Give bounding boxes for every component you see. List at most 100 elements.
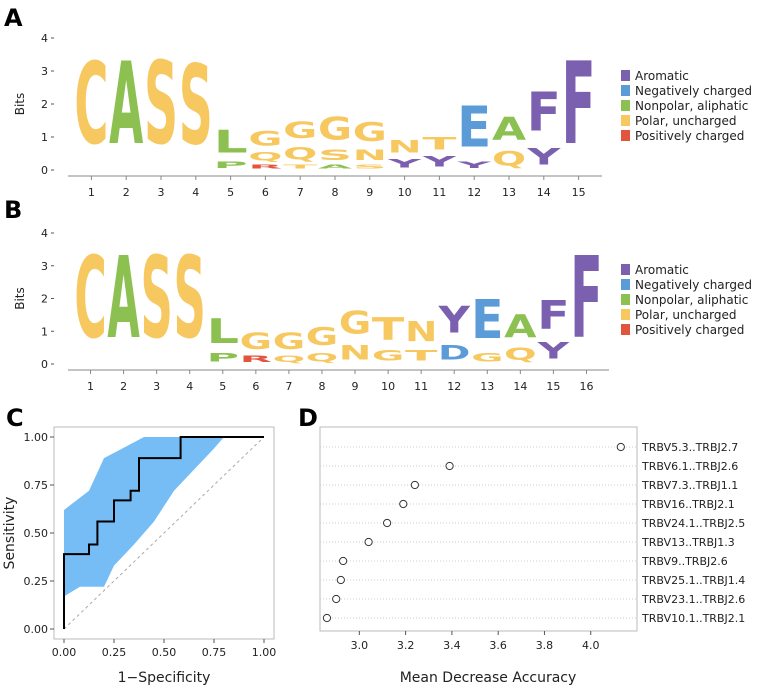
logo-b-legend-label: Positively charged: [635, 323, 744, 337]
logo-a-legend-swatch: [621, 130, 630, 141]
logo-b-xtick: 7: [285, 380, 292, 393]
logo-a-letter: S: [353, 163, 387, 170]
logo-a-ytick: 1: [41, 131, 48, 144]
logo-b-legend-swatch: [621, 294, 630, 305]
importance-point: [399, 499, 408, 509]
logo-b-letter: G: [339, 306, 371, 342]
logo-b-xtick: 13: [480, 380, 494, 393]
roc-xtick: 0.75: [202, 646, 227, 659]
logo-b-xtick: 8: [318, 380, 325, 393]
logo-a-letter: T: [422, 134, 457, 154]
logo-a-legend-label: Nonpolar, aliphatic: [635, 99, 748, 113]
roc-xtick: 0.50: [152, 646, 177, 659]
roc-ytick: 0.00: [24, 623, 49, 636]
logo-a-xtick: 13: [502, 186, 516, 199]
logo-a-letter: Y: [387, 157, 423, 170]
logo-a-letter: A: [318, 164, 353, 170]
importance-point: [339, 556, 348, 566]
panel-letter-d: D: [298, 404, 318, 432]
logo-b-ytick: 3: [41, 260, 48, 273]
logo-a-letter: C: [74, 40, 108, 171]
importance-label: TRBV25.1..TRBJ1.4: [641, 574, 745, 587]
importance-xtick: 3.2: [397, 639, 415, 652]
logo-b-xtick: 14: [513, 380, 527, 393]
importance-point: [410, 480, 419, 490]
logo-b-letter: Y: [437, 300, 471, 342]
importance-frame: [319, 426, 638, 632]
logo-a-letter: G: [353, 118, 387, 147]
logo-a-ytick: 2: [41, 98, 48, 111]
logo-a-xtick: 6: [262, 186, 269, 199]
logo-b-letter: T: [372, 313, 405, 348]
logo-a-legend-swatch: [621, 85, 630, 96]
importance-xtick: 3.4: [443, 639, 461, 652]
importance-label: TRBV5.3..TRBJ2.7: [641, 441, 738, 454]
logo-a-letter: G: [318, 111, 352, 147]
importance-label: TRBV23.1..TRBJ2.6: [641, 593, 745, 606]
importance-label: TRBV10.1..TRBJ2.1: [641, 612, 745, 625]
logo-a-letter: R: [248, 164, 282, 170]
roc-chart: 0.00 0.25 0.50 0.75 1.00 0.00 0.25 0.50 0.75 1.00…: [2, 426, 277, 686]
logo-a-legend-label: Aromatic: [635, 69, 689, 83]
logo-a-ytick: 3: [41, 65, 48, 78]
logo-b-legend-label: Polar, uncharged: [635, 308, 737, 322]
logo-b-letter: Q: [306, 351, 338, 364]
logo-b-letter: S: [140, 235, 172, 365]
logo-a-xtick: 9: [366, 186, 373, 199]
logo-b-xtick: 6: [252, 380, 259, 393]
logo-b-legend-label: Nonpolar, aliphatic: [635, 293, 748, 307]
logo-b-letter: A: [504, 308, 537, 344]
roc-xtick: 1.00: [252, 646, 277, 659]
logo-a-letter: Y: [422, 154, 457, 170]
roc-xtick: 0.00: [52, 646, 77, 659]
logo-a-legend-label: Negatively charged: [635, 84, 752, 98]
logo-b-letter: F: [537, 293, 569, 338]
logo-a-letter: A: [109, 40, 143, 170]
logo-a-xtick: 15: [572, 186, 586, 199]
roc-ytick: 1.00: [24, 431, 49, 444]
roc-ytick: 0.25: [24, 575, 49, 588]
logo-a-letter: Q: [248, 150, 282, 163]
logo-b-letter: G: [240, 328, 272, 355]
roc-ytick: 0.75: [24, 479, 49, 492]
importance-point: [364, 537, 373, 547]
logo-b-xtick: 15: [546, 380, 560, 393]
logo-a-letter: E: [457, 95, 491, 161]
logo-a-xtick: 7: [297, 186, 304, 199]
logo-b-ytick: 2: [41, 293, 48, 306]
logo-b-letter: G: [273, 328, 305, 355]
logo-a-xtick: 5: [227, 186, 234, 199]
panel-letter-c: C: [6, 404, 24, 432]
logo-b-xtick: 12: [447, 380, 461, 393]
logo-b-xtick: 4: [186, 380, 193, 393]
logo-b-ytick: 1: [41, 325, 48, 338]
logo-b-letter: Y: [537, 338, 571, 364]
panel-letter-a: A: [4, 4, 23, 32]
logo-a-letter: G: [283, 117, 317, 143]
logo-b-letter: G: [372, 348, 404, 364]
logo-a-xtick: 8: [332, 186, 339, 199]
roc-xtick: 0.25: [102, 646, 127, 659]
logo-b-letter: S: [174, 235, 206, 365]
importance-point: [383, 518, 392, 528]
logo-b-ytick: 4: [41, 227, 48, 240]
importance-xtick: 3.0: [351, 639, 369, 652]
logo-a-xtick: 12: [467, 186, 481, 199]
logo-b-xtick: 16: [579, 380, 593, 393]
logo-b-xtick: 2: [120, 380, 127, 393]
logo-b-legend-swatch: [621, 324, 630, 335]
logo-a-xtick: 3: [158, 186, 165, 199]
logo-b-letter: N: [339, 342, 371, 364]
logo-b-letter: P: [207, 351, 239, 364]
logo-a-letter: T: [283, 164, 318, 171]
importance-label: TRBV24.1..TRBJ2.5: [641, 517, 745, 530]
logo-a-legend-swatch: [621, 115, 630, 126]
logo-a-ylabel: Bits: [13, 93, 27, 116]
importance-chart: TRBV5.3..TRBJ2.7 TRBV6.1..TRBJ2.6 TRBV7.3.…: [319, 426, 745, 686]
logo-b-xtick: 9: [352, 380, 359, 393]
importance-xtick: 3.6: [489, 639, 507, 652]
importance-point: [445, 461, 454, 471]
